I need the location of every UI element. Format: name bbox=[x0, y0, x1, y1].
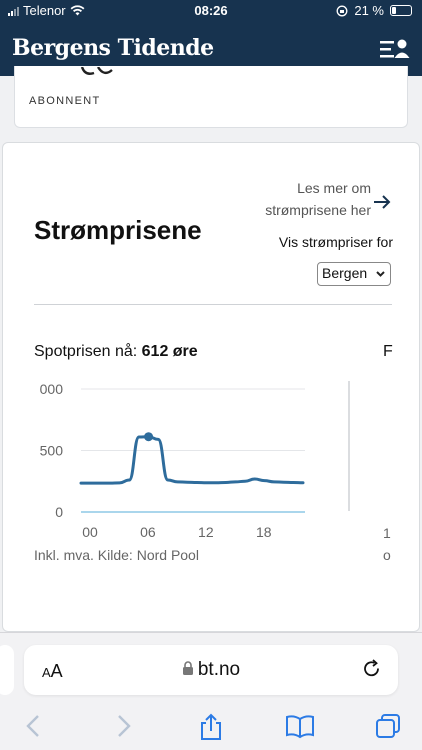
bookmarks-icon[interactable] bbox=[285, 713, 315, 739]
y-tick-label: 0 bbox=[55, 504, 63, 520]
region-value: Bergen bbox=[322, 265, 368, 281]
region-label: Vis strømpriser for bbox=[278, 234, 393, 250]
x-tick-label: 00 bbox=[82, 524, 98, 540]
carrier-info: Telenor bbox=[8, 3, 85, 18]
share-icon[interactable] bbox=[199, 713, 223, 741]
x-tick-label: 12 bbox=[198, 524, 214, 540]
y-tick-label: 500 bbox=[40, 443, 64, 459]
reload-icon[interactable] bbox=[362, 659, 382, 679]
x-tick-label: 06 bbox=[140, 524, 156, 540]
price-chart: 000 500 0 00 06 12 18 bbox=[40, 381, 350, 540]
power-price-widget: Les mer om strømprisene her Strømprisene… bbox=[2, 142, 420, 632]
subscription-card[interactable]: ABONNENT bbox=[14, 66, 408, 128]
read-more-link[interactable]: Les mer om strømprisene her bbox=[265, 180, 371, 218]
carrier-name: Telenor bbox=[23, 3, 66, 18]
battery-icon bbox=[390, 5, 412, 16]
divider bbox=[34, 304, 392, 305]
tabs-icon[interactable] bbox=[375, 713, 401, 739]
price-line bbox=[79, 435, 305, 485]
cut-off-heading bbox=[80, 66, 114, 78]
battery-percent: 21 % bbox=[354, 3, 384, 18]
spot-price: Spotprisen nå: 612 øre bbox=[34, 343, 198, 361]
status-bar: Telenor 08:26 21 % bbox=[0, 0, 422, 22]
logo-text: Bergens Tidende bbox=[12, 35, 214, 61]
chevron-down-icon bbox=[376, 271, 385, 277]
region-select[interactable]: Bergen bbox=[317, 262, 391, 286]
x-tick-label: 18 bbox=[256, 524, 272, 540]
subscription-label: ABONNENT bbox=[29, 95, 101, 107]
source-note: Inkl. mva. Kilde: Nord Pool bbox=[34, 547, 199, 563]
address-bar[interactable]: AA bt.no bbox=[24, 645, 398, 695]
site-logo[interactable]: Bergens Tidende bbox=[12, 35, 214, 61]
browser-nav bbox=[0, 711, 422, 747]
url-text: bt.no bbox=[197, 659, 241, 680]
forward-icon[interactable] bbox=[113, 713, 133, 739]
lock-icon bbox=[182, 661, 193, 675]
signal-icon bbox=[8, 6, 19, 16]
widget-title: Strømprisene bbox=[34, 215, 202, 245]
orientation-lock-icon bbox=[336, 5, 348, 16]
current-price-marker bbox=[144, 432, 154, 442]
wifi-icon bbox=[70, 5, 85, 16]
cut-off-note: o bbox=[383, 547, 391, 563]
url-display[interactable]: bt.no bbox=[24, 659, 398, 681]
y-tick-label: 000 bbox=[40, 381, 64, 397]
back-icon[interactable] bbox=[24, 713, 44, 739]
cut-off-tick: 1 bbox=[383, 525, 391, 541]
previous-tab-preview[interactable] bbox=[0, 645, 14, 695]
arrow-right-icon[interactable] bbox=[372, 193, 392, 211]
browser-toolbar: AA bt.no bbox=[0, 632, 422, 750]
text-size-button[interactable]: AA bbox=[42, 661, 63, 681]
cut-off-text: F bbox=[383, 343, 393, 360]
clock: 08:26 bbox=[194, 3, 228, 18]
spot-price-value: 612 øre bbox=[141, 343, 198, 360]
user-menu-icon[interactable] bbox=[380, 38, 410, 60]
spot-price-label: Spotprisen nå: bbox=[34, 343, 138, 360]
